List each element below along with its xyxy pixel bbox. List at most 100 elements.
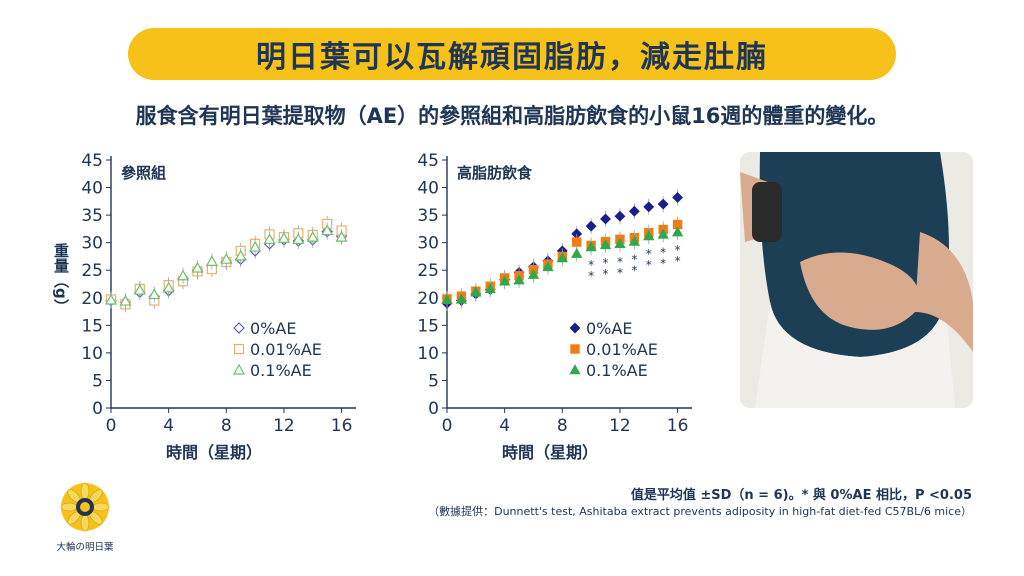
significance-star: *	[660, 256, 666, 270]
x-tick-label: 0	[442, 416, 453, 436]
x-tick-label: 12	[273, 416, 295, 436]
significance-star: *	[675, 243, 681, 257]
significance-star: *	[675, 254, 681, 268]
data-point	[148, 288, 161, 300]
data-point	[671, 226, 684, 237]
significance-star: *	[660, 245, 666, 259]
x-tick-label: 8	[557, 416, 568, 436]
panel-title: 參照組	[121, 164, 166, 182]
y-tick-label: 35	[417, 206, 439, 226]
data-point	[205, 255, 218, 267]
data-point	[455, 293, 468, 304]
data-point	[263, 233, 276, 244]
data-point	[614, 237, 626, 248]
legend-label: 0.1%AE	[250, 361, 312, 380]
y-tick-label: 10	[81, 344, 103, 364]
significance-star: *	[603, 256, 609, 270]
data-point	[572, 237, 582, 247]
x-tick-label: 4	[163, 416, 174, 436]
series-0.1%AE	[441, 224, 684, 308]
legend-marker	[570, 344, 580, 354]
significance-star: *	[617, 255, 623, 269]
significance-star: *	[646, 247, 652, 261]
x-tick-label: 12	[609, 416, 631, 436]
legend-label: 0.1%AE	[586, 361, 648, 380]
significance-star: *	[631, 264, 637, 278]
data-point	[133, 283, 146, 295]
legend-marker	[232, 363, 246, 375]
data-point	[104, 293, 118, 305]
significance-star: *	[588, 269, 594, 283]
data-point	[220, 252, 233, 264]
page-subtitle: 服食含有明日葉提取物（AE）的參照組和高脂肪飲食的小鼠16週的體重的變化。	[135, 104, 889, 128]
y-tick-label: 30	[417, 234, 439, 254]
data-point	[249, 240, 262, 252]
data-point	[321, 224, 334, 236]
legend-label: 0%AE	[250, 319, 296, 338]
x-tick-label: 4	[499, 416, 510, 436]
sunflower-icon	[60, 482, 110, 532]
data-point	[277, 232, 290, 243]
data-point	[177, 269, 190, 281]
legend-marker	[569, 322, 581, 334]
y-tick-label: 25	[81, 261, 103, 281]
y-tick-label: 40	[417, 179, 439, 199]
data-point	[657, 198, 669, 210]
data-point	[571, 247, 583, 258]
x-tick-label: 8	[221, 416, 232, 436]
legend: 0%AE 0.01%AE 0.1%AE	[569, 319, 658, 380]
legend-label: 0%AE	[586, 319, 632, 338]
y-tick-label: 20	[417, 289, 439, 309]
y-tick-label: 40	[81, 179, 103, 199]
statistics-note: 值是平均值 ±SD（n = 6)。* 與 0%AE 相比，P <0.05	[630, 488, 972, 503]
data-point	[585, 220, 597, 232]
data-point	[556, 252, 568, 263]
data-point	[162, 281, 175, 293]
x-axis-label: 時間（星期）	[502, 443, 598, 462]
data-point	[119, 294, 132, 306]
data-point	[484, 283, 496, 294]
data-point	[513, 274, 525, 285]
y-tick-label: 35	[81, 206, 103, 226]
data-source: （數據提供：Dunnett's test, Ashitaba extract p…	[428, 505, 972, 518]
x-tick-label: 16	[667, 416, 689, 436]
significance-star: *	[603, 267, 609, 281]
data-point	[335, 230, 348, 242]
data-point	[600, 213, 611, 225]
data-point	[542, 261, 554, 272]
y-tick-label: 15	[417, 316, 439, 336]
data-point	[441, 294, 453, 305]
y-tick-label: 0	[428, 399, 439, 419]
data-point	[643, 201, 655, 213]
page-title: 明日葉可以瓦解頑固脂肪，減走肚腩	[256, 40, 768, 75]
significance-star: *	[588, 258, 594, 272]
data-point	[306, 230, 319, 242]
data-point	[599, 239, 612, 250]
chart-plot: 0 5 10 15 20 25 30 35 40 45 0 4 8 12 16 時間（星期） 重量（g） 參照組 0…	[52, 151, 356, 462]
title-banner: 明日葉可以瓦解頑固脂肪，減走肚腩	[128, 28, 896, 80]
series-0.1%AE	[104, 222, 348, 310]
data-point	[672, 192, 684, 203]
x-tick-label: 0	[106, 416, 117, 436]
data-point	[628, 205, 640, 217]
y-axis-label: 重量（g）	[52, 242, 70, 314]
logo-text: 大輪の明日葉	[56, 542, 114, 553]
data-point	[470, 286, 482, 297]
significance-star: *	[617, 266, 623, 280]
brand-logo: 大輪の明日葉	[56, 482, 114, 553]
y-tick-label: 10	[417, 344, 439, 364]
x-tick-label: 16	[331, 416, 353, 436]
reference-diet-chart: 0 5 10 15 20 25 30 35 40 45 0 4 8 12 16 時間（星期） 重量（g） 參照組 0…	[52, 151, 356, 462]
data-point	[234, 249, 247, 261]
data-point	[499, 275, 511, 286]
data-point	[191, 261, 204, 273]
y-tick-label: 5	[428, 371, 439, 391]
y-tick-label: 15	[81, 316, 103, 336]
panel-title: 高脂肪飲食	[457, 164, 533, 182]
significance-star: *	[646, 258, 652, 272]
y-tick-label: 20	[81, 289, 103, 309]
data-point	[585, 241, 597, 252]
data-point	[614, 210, 626, 222]
